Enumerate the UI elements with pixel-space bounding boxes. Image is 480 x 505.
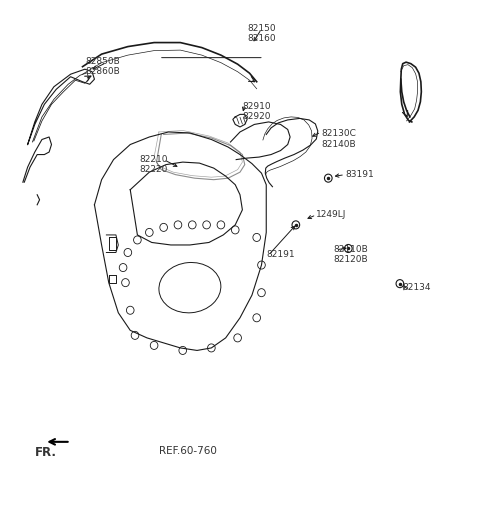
Text: 82134: 82134 [402, 283, 431, 291]
Text: 82850B
82860B: 82850B 82860B [85, 57, 120, 76]
Text: 83191: 83191 [345, 170, 374, 179]
Text: REF.60-760: REF.60-760 [159, 446, 217, 456]
Text: 82150
82160: 82150 82160 [247, 24, 276, 43]
Text: 82210
82220: 82210 82220 [140, 155, 168, 174]
Text: 82130C
82140B: 82130C 82140B [321, 129, 356, 149]
Text: 1249LJ: 1249LJ [316, 210, 347, 219]
Text: FR.: FR. [35, 446, 57, 459]
Text: 82910
82920: 82910 82920 [242, 102, 271, 121]
Text: 82110B
82120B: 82110B 82120B [333, 245, 368, 264]
Text: 82191: 82191 [266, 250, 295, 259]
